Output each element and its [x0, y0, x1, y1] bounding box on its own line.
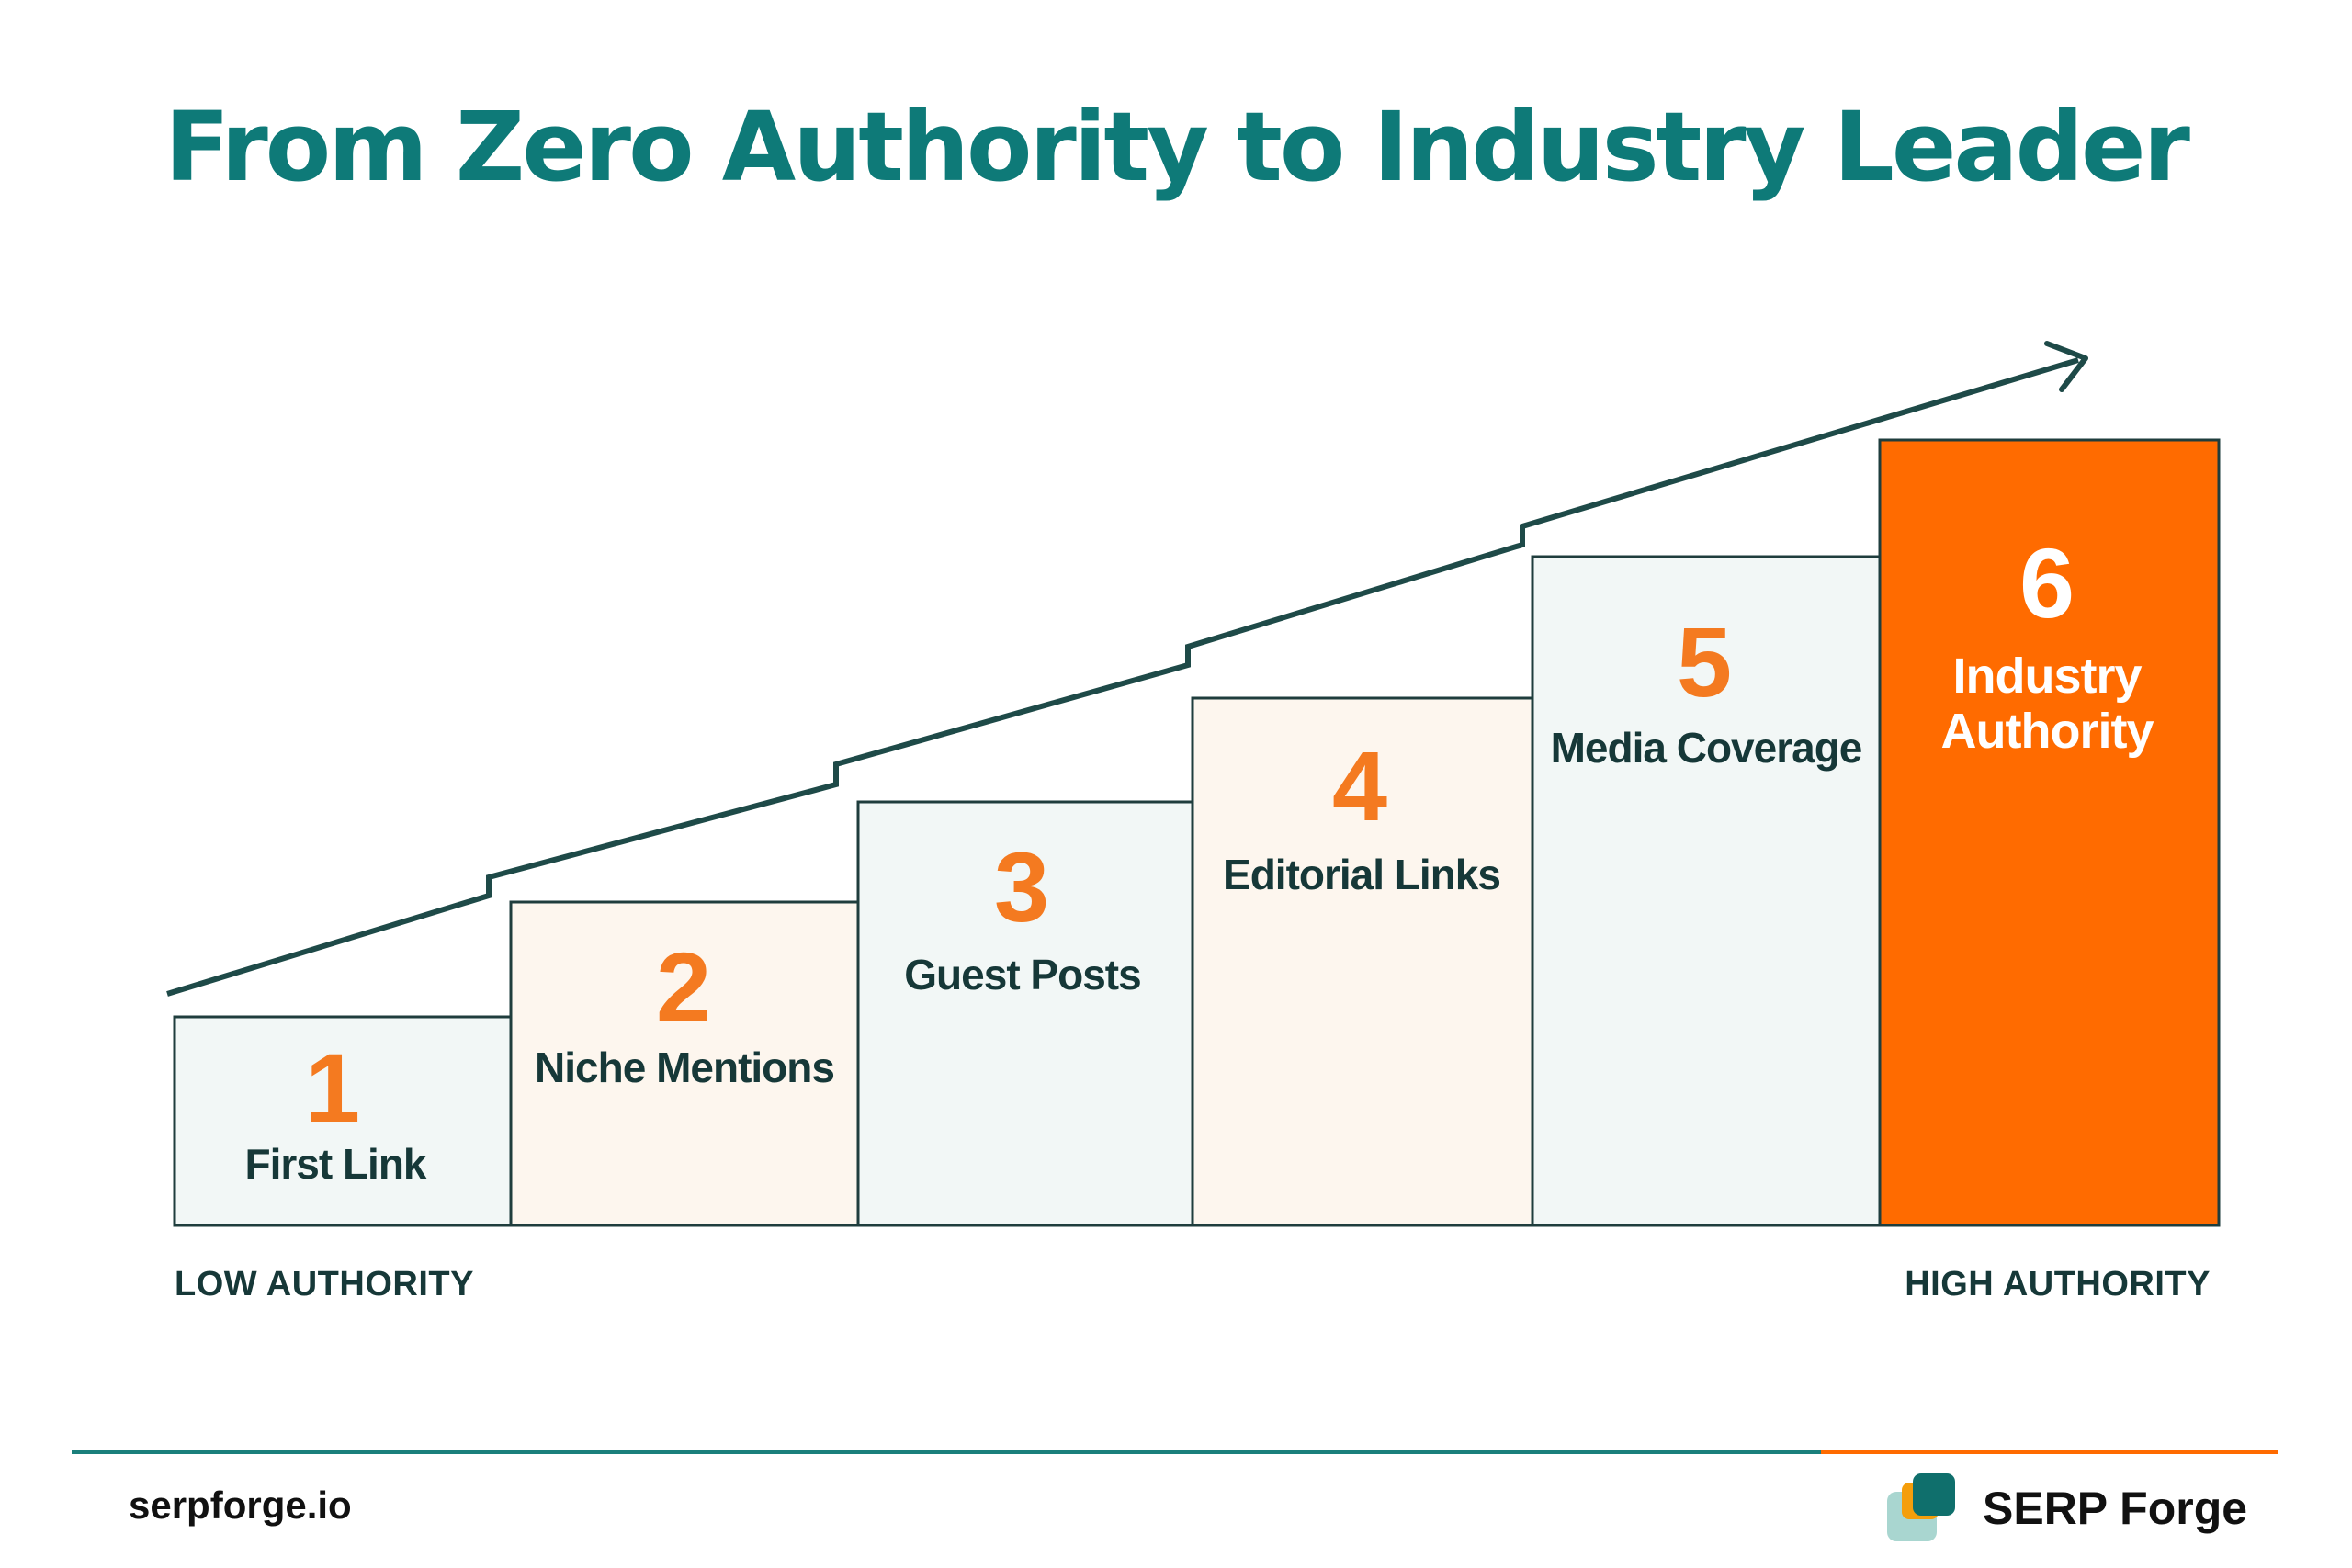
step-3-number: 3 [994, 831, 1049, 942]
arrow-head-icon [2044, 341, 2088, 392]
step-4: 4 Editorial Links [1191, 696, 1534, 1227]
rising-arrow [166, 357, 2079, 997]
step-2-label: Niche Mentions [535, 1043, 834, 1091]
step-4-box [1191, 696, 1534, 1227]
step-6-number: 6 [2019, 527, 2075, 638]
step-2: 2 Niche Mentions [509, 900, 860, 1227]
authority-staircase-diagram: 1 First Link 2 Niche Mentions 3 Guest Po… [166, 341, 2221, 1303]
step-1: 1 First Link [173, 1015, 513, 1227]
step-2-box [509, 900, 860, 1227]
step-5-label: Media Coverage [1551, 724, 1862, 772]
step-5: 5 Media Coverage [1531, 555, 1882, 1227]
step-3: 3 Guest Posts [856, 800, 1194, 1227]
high-authority-label: HIGH AUTHORITY [1905, 1265, 2211, 1303]
step-4-label: Editorial Links [1223, 851, 1500, 898]
step-4-number: 4 [1332, 730, 1387, 841]
step-6-label-line-2: Authority [1941, 704, 2154, 759]
page-title: From Zero Authority to Industry Leader [164, 91, 2190, 203]
step-6: 6 Industry Authority [1878, 438, 2221, 1227]
footer-brand: SERP Forge [1887, 1473, 2247, 1543]
step-2-number: 2 [656, 931, 711, 1043]
step-6-label-line-1: Industry [1952, 649, 2142, 704]
step-1-box [173, 1015, 513, 1227]
low-authority-label: LOW AUTHORITY [175, 1265, 474, 1303]
step-5-number: 5 [1677, 606, 1732, 717]
footer-divider-orange [1821, 1450, 2278, 1454]
footer-divider-teal [72, 1450, 1821, 1454]
step-1-label: First Link [244, 1140, 426, 1188]
step-6-box [1878, 438, 2221, 1227]
serp-forge-logo-icon [1887, 1473, 1961, 1543]
brand-name: SERP Forge [1983, 1483, 2248, 1534]
step-5-box [1531, 555, 1882, 1227]
step-3-label: Guest Posts [904, 951, 1140, 998]
step-1-number: 1 [305, 1032, 360, 1144]
step-3-box [856, 800, 1194, 1227]
footer-site-url[interactable]: serpforge.io [129, 1483, 352, 1527]
